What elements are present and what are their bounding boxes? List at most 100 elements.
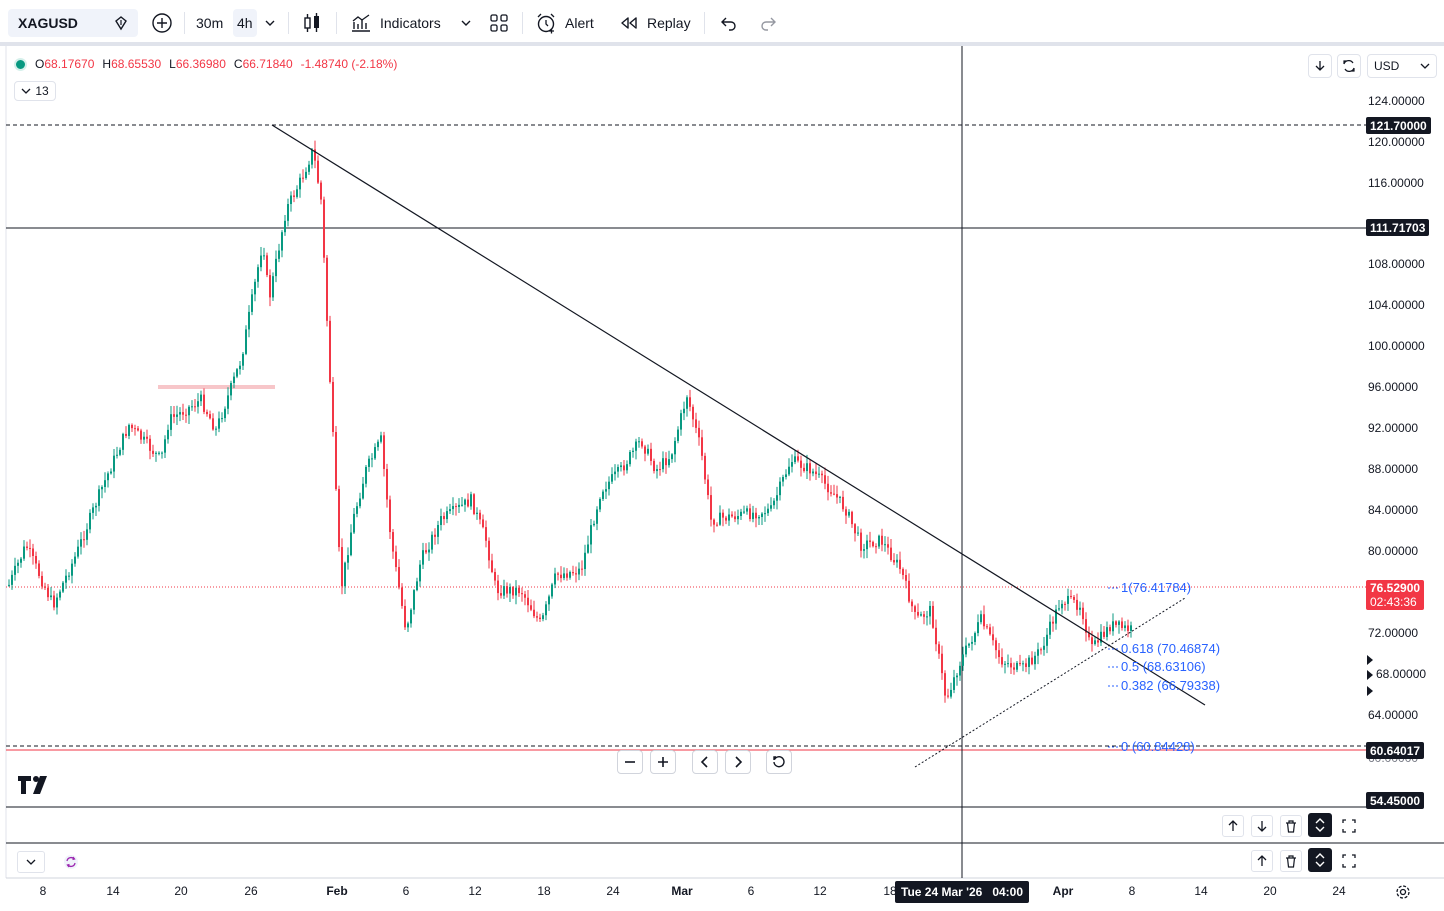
candle-body — [1103, 631, 1105, 637]
candle-body — [1052, 621, 1054, 624]
timeframe-30m-button[interactable]: 30m — [196, 9, 223, 37]
alert-button[interactable]: Alert — [535, 9, 594, 37]
candle-body — [284, 220, 286, 233]
candle-body — [212, 418, 214, 430]
candle-body — [419, 564, 421, 582]
layouts-button[interactable] — [487, 9, 511, 37]
candle-body — [950, 689, 952, 697]
candle-body — [314, 149, 316, 161]
time-label: 24 — [606, 884, 620, 898]
pane-toggle-button[interactable] — [17, 851, 45, 873]
pane2-maximize-button[interactable] — [1338, 850, 1360, 872]
candle-body — [299, 177, 301, 190]
pane2-delete-button[interactable] — [1280, 850, 1302, 872]
candle-body — [347, 555, 349, 563]
candle-body — [845, 509, 847, 516]
candle-body — [749, 508, 751, 520]
timeframe-4h-button[interactable]: 4h — [233, 9, 257, 37]
zoom-in-button[interactable] — [650, 750, 676, 774]
candle-body — [233, 376, 235, 384]
scroll-right-button[interactable] — [725, 750, 751, 774]
candle-body — [1028, 657, 1030, 667]
candle-body — [398, 567, 400, 588]
indicators-toggle-button[interactable]: 13 — [14, 81, 56, 101]
candle-body — [863, 549, 865, 551]
time-label: 14 — [1194, 884, 1208, 898]
candle-body — [689, 397, 691, 407]
candle-body — [239, 365, 241, 370]
candle-body — [599, 499, 601, 510]
pane2-collapse-button[interactable] — [1308, 848, 1332, 872]
reset-chart-button[interactable] — [766, 750, 792, 774]
candle-body — [1130, 625, 1132, 631]
timeframe-dropdown-button[interactable] — [262, 9, 278, 37]
scroll-left-button[interactable] — [692, 750, 718, 774]
pane-delete-button[interactable] — [1280, 815, 1302, 837]
candle-body — [467, 499, 469, 507]
indicators-button[interactable]: Indicators — [350, 9, 441, 37]
candle-body — [311, 149, 313, 165]
candle-body — [998, 650, 1000, 658]
undo-button[interactable] — [718, 9, 740, 37]
currency-select[interactable]: USD — [1367, 54, 1437, 78]
candle-body — [68, 575, 70, 577]
candle-body — [11, 574, 13, 585]
pane-move-up-button[interactable] — [1222, 815, 1244, 837]
time-label: 6 — [402, 884, 410, 898]
candle-body — [197, 401, 199, 407]
candle-body — [716, 524, 718, 526]
chart-settings-button[interactable] — [1395, 884, 1411, 905]
candle-body — [302, 177, 304, 179]
pane-collapse-button[interactable] — [1308, 813, 1332, 837]
candle-body — [188, 406, 190, 416]
candle-body — [542, 615, 544, 620]
candle-body — [473, 494, 475, 514]
candle-body — [1067, 595, 1069, 604]
zoom-out-button[interactable] — [617, 750, 643, 774]
candle-body — [92, 507, 94, 513]
pane2-move-up-button[interactable] — [1251, 850, 1273, 872]
trash-icon — [1286, 854, 1296, 868]
candle-body — [992, 634, 994, 641]
reset-scale-button[interactable] — [1337, 54, 1361, 78]
candle-body — [41, 575, 43, 587]
candle-body — [1109, 627, 1111, 632]
candle-body — [401, 587, 403, 606]
ascending-trendline — [914, 597, 1186, 768]
candle-body — [650, 448, 652, 461]
pane-move-down-button[interactable] — [1251, 815, 1273, 837]
chart-type-button[interactable] — [300, 9, 324, 37]
maximize-icon — [1342, 854, 1356, 868]
candle-body — [1091, 637, 1093, 645]
candle-body — [155, 452, 157, 454]
candle-body — [767, 508, 769, 514]
market-status-dot[interactable] — [14, 57, 27, 71]
tradingview-logo-icon — [18, 776, 47, 794]
candle-body — [518, 587, 520, 594]
sync-icon[interactable] — [62, 853, 80, 876]
candle-body — [35, 556, 37, 564]
candle-body — [488, 540, 490, 561]
price-label: 84.00000 — [1368, 503, 1419, 517]
redo-button[interactable] — [757, 9, 779, 37]
candle-body — [200, 394, 202, 402]
candle-body — [1055, 609, 1057, 624]
price-chart[interactable] — [0, 46, 1444, 911]
candle-body — [638, 441, 640, 443]
candle-body — [566, 573, 568, 578]
candle-body — [1007, 663, 1009, 665]
indicators-dropdown-button[interactable] — [458, 9, 474, 37]
price-label: 96.00000 — [1368, 380, 1419, 394]
candle-body — [797, 456, 799, 461]
candle-body — [941, 653, 943, 674]
candle-body — [1010, 663, 1012, 668]
candle-body — [995, 640, 997, 651]
pane-maximize-button[interactable] — [1338, 815, 1360, 837]
candle-body — [671, 454, 673, 460]
add-symbol-button[interactable] — [150, 9, 174, 37]
replay-button[interactable]: Replay — [619, 9, 691, 37]
download-button[interactable] — [1308, 54, 1332, 78]
candle-body — [551, 584, 553, 597]
candle-body — [659, 469, 661, 471]
symbol-search-button[interactable]: XAGUSD — [8, 9, 138, 37]
